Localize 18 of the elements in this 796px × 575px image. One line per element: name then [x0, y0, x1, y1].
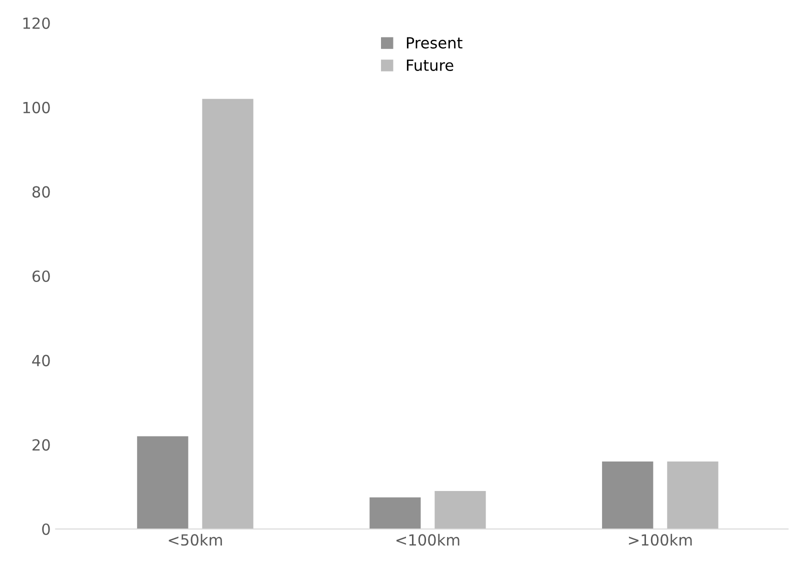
- bar: [137, 436, 188, 529]
- y-tick-label: 0: [42, 523, 50, 536]
- y-tick-label: 20: [32, 439, 50, 451]
- y-tick-label: 80: [32, 186, 50, 198]
- bar: [202, 98, 254, 529]
- bar: [602, 462, 654, 529]
- bar: [667, 462, 718, 529]
- x-tick-label: <100km: [396, 534, 460, 546]
- y-tick-label: 120: [23, 17, 50, 30]
- x-tick-label: >100km: [628, 534, 692, 546]
- bar: [370, 497, 421, 529]
- legend-label: Future: [406, 60, 454, 71]
- y-tick-label: 100: [23, 102, 50, 114]
- y-tick-label: 60: [32, 270, 50, 282]
- legend-label: Present: [406, 37, 462, 49]
- bar: [434, 491, 486, 529]
- x-tick-label: <50km: [168, 534, 222, 546]
- y-tick-label: 40: [32, 354, 50, 366]
